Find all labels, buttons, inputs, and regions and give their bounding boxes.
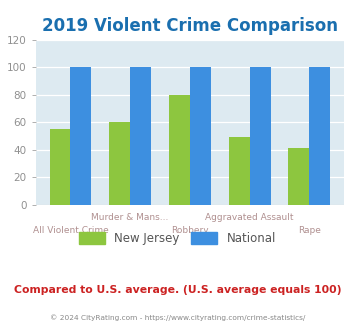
Legend: New Jersey, National: New Jersey, National — [74, 227, 281, 250]
Text: Compared to U.S. average. (U.S. average equals 100): Compared to U.S. average. (U.S. average … — [14, 285, 341, 295]
Bar — [109, 122, 130, 205]
Text: Murder & Mans...: Murder & Mans... — [92, 213, 169, 222]
Text: Rape: Rape — [298, 226, 321, 235]
Text: Robbery: Robbery — [171, 226, 209, 235]
Bar — [289, 148, 310, 205]
Bar — [190, 67, 211, 205]
Bar — [250, 67, 271, 205]
Text: All Violent Crime: All Violent Crime — [33, 226, 108, 235]
Text: Aggravated Assault: Aggravated Assault — [206, 213, 294, 222]
Bar — [50, 129, 70, 205]
Bar — [130, 67, 151, 205]
Bar — [229, 137, 250, 205]
Bar — [310, 67, 330, 205]
Bar — [169, 95, 190, 205]
Title: 2019 Violent Crime Comparison: 2019 Violent Crime Comparison — [42, 17, 338, 35]
Bar — [70, 67, 91, 205]
Text: © 2024 CityRating.com - https://www.cityrating.com/crime-statistics/: © 2024 CityRating.com - https://www.city… — [50, 314, 305, 321]
